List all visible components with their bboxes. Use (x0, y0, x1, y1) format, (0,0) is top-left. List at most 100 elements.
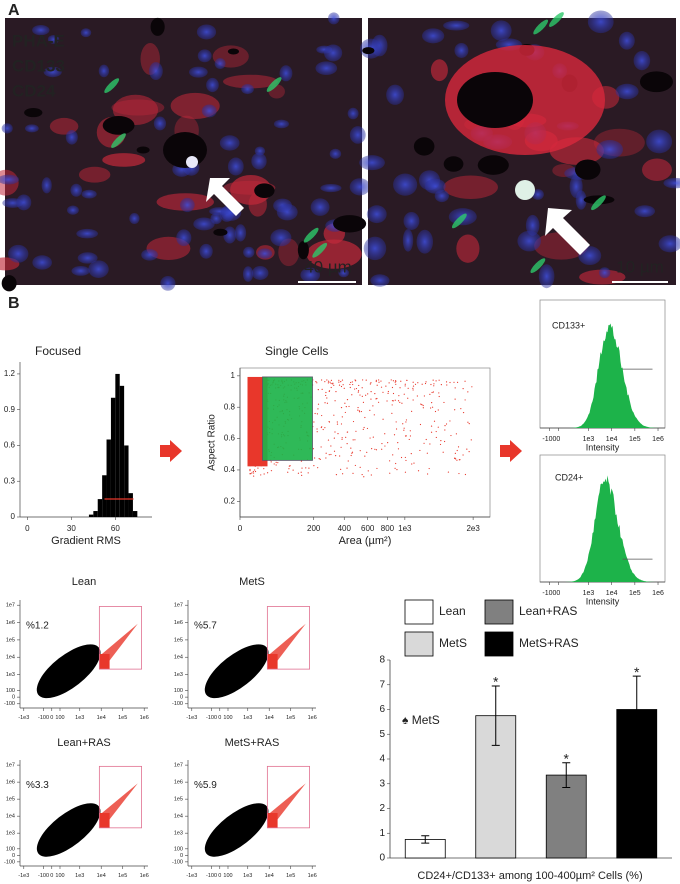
nucleus (241, 84, 254, 95)
x-tick-label: 1e4 (97, 715, 106, 721)
cell-dot (330, 386, 332, 389)
cell-dot (403, 427, 405, 429)
x-tick-label: 1e6 (308, 715, 317, 721)
cell-dot (325, 391, 327, 394)
x-tick-label: -100 (38, 715, 49, 721)
cell-dot (317, 403, 320, 405)
x-tick-label: -1e3 (186, 873, 197, 879)
cell-dot (414, 383, 417, 385)
nucleus (323, 44, 343, 62)
y-tick-label: -100 (172, 859, 183, 865)
cell-dot (372, 405, 374, 407)
nucleus (71, 266, 90, 276)
nucleus (443, 20, 470, 31)
lumen (457, 72, 533, 128)
cell-dot (369, 383, 371, 385)
scale-bar-label: 40 µm (304, 257, 352, 276)
x-tick-label: 30 (67, 524, 76, 533)
y-tick-label: 1e6 (6, 620, 15, 626)
legend-label: MetS (439, 636, 467, 650)
cell-dot (440, 440, 442, 442)
cell-dot (370, 391, 372, 393)
gate-percentage: %3.3 (26, 780, 49, 791)
flow-arrow (160, 440, 182, 462)
nucleus (47, 35, 60, 44)
cd133-stain (451, 213, 467, 229)
cell-dot (374, 393, 376, 395)
nucleus (366, 205, 387, 224)
x-axis-label: Area (µm²) (339, 535, 392, 547)
histogram-bar (124, 445, 129, 517)
cell-dot (321, 426, 323, 428)
cell-dot (435, 436, 437, 439)
cell-dot (363, 476, 365, 478)
histogram-bar (110, 397, 116, 517)
y-tick-label: 0 (12, 695, 15, 701)
cell-dot (426, 452, 428, 454)
panel-label: A (8, 2, 20, 19)
y-tick-label: 0.2 (224, 496, 236, 505)
cell-dot (349, 386, 351, 389)
cell-dot (346, 431, 349, 433)
cd133-stain (530, 258, 546, 274)
cell-dot (381, 442, 383, 445)
cell-dot (405, 459, 407, 462)
histogram-bar (97, 499, 103, 517)
cell-dot (371, 448, 373, 450)
cell-dot (327, 380, 330, 382)
cell-dot (354, 388, 356, 390)
nucleus (43, 66, 62, 78)
cell-dot (403, 429, 405, 431)
y-tick-label: 1e3 (174, 672, 183, 678)
chart-title: Lean (72, 576, 96, 588)
pointer-arrow (206, 178, 244, 216)
cell-dot (337, 433, 339, 435)
cell-dot (395, 462, 397, 465)
x-tick-label: -100 (206, 873, 217, 879)
gate (98, 765, 143, 829)
nucleus (634, 205, 655, 218)
cell-dot (376, 384, 378, 386)
cell-dot (346, 399, 349, 401)
cell-dot (400, 380, 402, 382)
cell-dot (340, 446, 342, 448)
error-bar (562, 762, 571, 788)
cell-dot (421, 404, 423, 406)
x-tick-label: 1e5 (629, 436, 641, 443)
y-tick-label: 100 (6, 688, 15, 694)
nucleus (193, 217, 215, 231)
cell-dot (341, 416, 343, 418)
y-tick-label: 1 (231, 371, 236, 380)
nucleus (16, 194, 32, 211)
cell-dot (327, 439, 330, 441)
nucleus (363, 236, 387, 261)
cell-dot (456, 459, 458, 461)
cell-dot (357, 390, 360, 392)
cell-dot (413, 462, 415, 464)
y-tick-label: 0 (180, 853, 183, 859)
nucleus (273, 119, 289, 129)
nucleus (279, 65, 293, 82)
nucleus (149, 62, 163, 80)
scale-bar-label: 10 µm (616, 257, 664, 276)
cell-dot (345, 406, 347, 408)
tissue-red (456, 234, 480, 263)
cell-dot (326, 379, 328, 381)
x-tick-label: 0 (238, 524, 243, 533)
cell-dot (325, 394, 327, 397)
nucleus (196, 24, 217, 40)
cell-dot (397, 448, 400, 450)
gate (266, 765, 310, 829)
x-tick-label: 100 (55, 873, 64, 879)
gated-cells (99, 654, 110, 670)
cell-dot (387, 392, 389, 394)
cell-dot (359, 450, 361, 452)
nucleus (403, 211, 420, 230)
cell-dot (468, 423, 470, 425)
x-tick-label: 0 (556, 436, 560, 443)
cell-dot (404, 385, 406, 387)
cell-dot (438, 395, 440, 398)
cell-dot (350, 447, 352, 449)
nucleus (538, 264, 555, 289)
cell-dot (332, 382, 334, 384)
